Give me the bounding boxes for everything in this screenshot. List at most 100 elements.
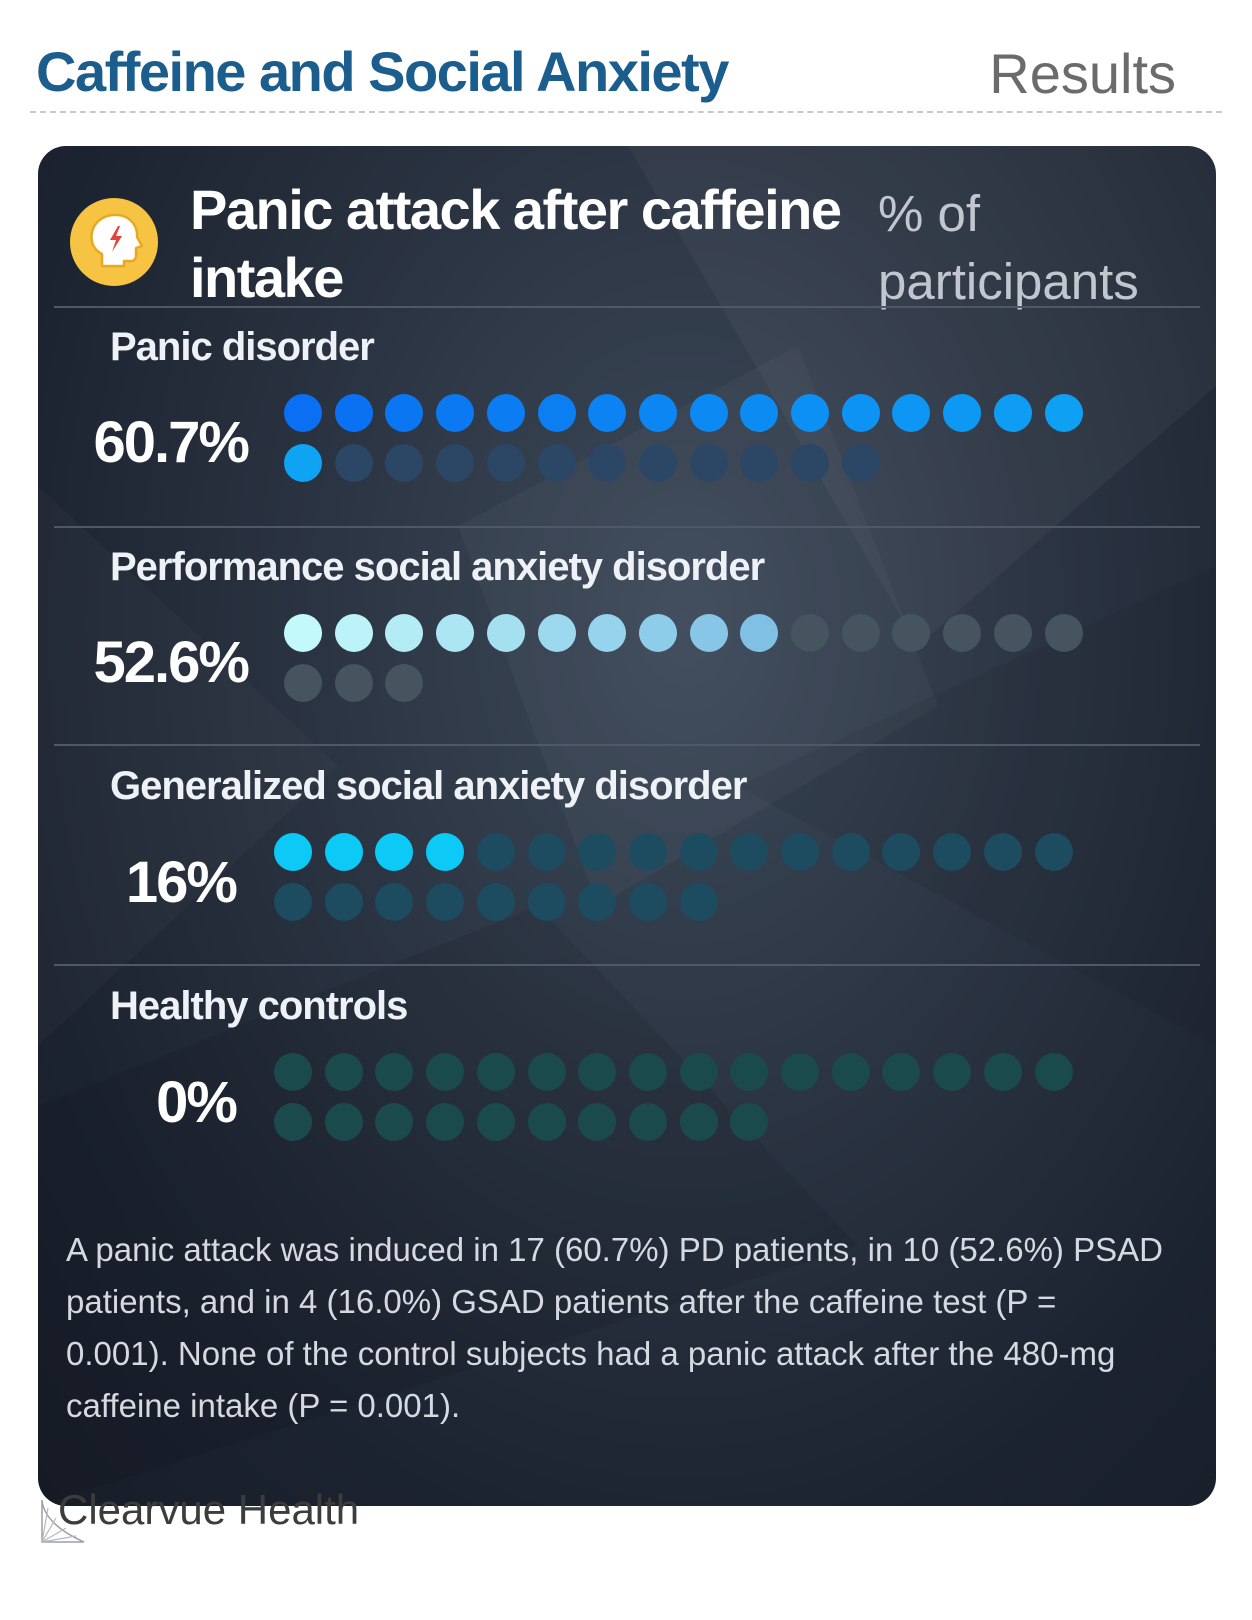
dot-empty (679, 1103, 718, 1141)
dot-filled (334, 614, 373, 652)
dot-empty (679, 883, 718, 921)
dot-row-panic (284, 394, 1144, 504)
dot-empty (527, 833, 566, 871)
dot-empty (426, 883, 465, 921)
dot-empty (831, 1053, 870, 1091)
dot-filled (284, 444, 322, 482)
dot-empty (334, 664, 373, 702)
dot-empty (730, 1103, 769, 1141)
dot-empty (628, 1103, 667, 1141)
dot-empty (679, 1053, 718, 1091)
dot-filled (537, 394, 576, 432)
dot-filled (274, 833, 312, 871)
group-value-gsad: 16% (125, 850, 238, 915)
dot-row-psad (284, 614, 1144, 724)
dot-empty (983, 833, 1022, 871)
dot-empty (831, 833, 870, 871)
clearvue-logo-icon (41, 1499, 85, 1543)
dot-empty (486, 444, 525, 482)
dot-empty (841, 614, 880, 652)
dot-empty (628, 883, 667, 921)
divider (54, 526, 1200, 528)
dot-filled (486, 614, 525, 652)
dot-empty (578, 1053, 617, 1091)
dot-empty (679, 833, 718, 871)
dot-empty (375, 1053, 414, 1091)
dot-empty (1034, 1053, 1073, 1091)
dot-filled (426, 833, 465, 871)
dot-empty (436, 444, 475, 482)
dot-empty (1044, 614, 1083, 652)
dot-empty (537, 444, 576, 482)
dot-empty (628, 1053, 667, 1091)
dot-filled (791, 394, 829, 432)
dot-empty (993, 614, 1032, 652)
dot-empty (578, 833, 617, 871)
dot-empty (527, 883, 566, 921)
dot-empty (933, 833, 972, 871)
dot-filled (740, 614, 779, 652)
dot-empty (385, 444, 424, 482)
dot-row-controls (274, 1053, 1134, 1163)
dot-empty (324, 1103, 363, 1141)
section-label: Results (989, 42, 1176, 105)
dot-row-gsad (274, 833, 1134, 943)
group-label-controls: Healthy controls (110, 984, 408, 1028)
brand-name: Clearvue Health (58, 1486, 360, 1533)
dot-filled (436, 394, 475, 432)
group-label-gsad: Generalized social anxiety disorder (110, 764, 747, 808)
header-divider (30, 111, 1222, 113)
dot-empty (791, 614, 829, 652)
card-unit-label: % of participants (878, 185, 1139, 310)
dot-empty (781, 1053, 819, 1091)
dot-filled (993, 394, 1032, 432)
dot-empty (882, 833, 921, 871)
dot-empty (527, 1103, 566, 1141)
dot-empty (892, 614, 931, 652)
dot-empty (740, 444, 779, 482)
divider (54, 306, 1200, 308)
dot-empty (983, 1053, 1022, 1091)
dot-empty (730, 833, 769, 871)
results-card: Panic attack after caffeine intake % of … (38, 146, 1216, 1506)
dot-filled (638, 614, 677, 652)
dot-filled (689, 614, 728, 652)
dot-empty (274, 1103, 312, 1141)
divider (54, 964, 1200, 966)
dot-filled (284, 394, 322, 432)
dot-empty (375, 1103, 414, 1141)
dot-empty (324, 1053, 363, 1091)
dot-filled (375, 833, 414, 871)
dot-empty (638, 444, 677, 482)
dot-filled (588, 394, 627, 432)
page-title: Caffeine and Social Anxiety (36, 40, 729, 103)
dot-empty (375, 883, 414, 921)
group-label-psad: Performance social anxiety disorder (110, 545, 765, 589)
dot-filled (385, 394, 424, 432)
dot-empty (385, 664, 424, 702)
dot-empty (527, 1053, 566, 1091)
dot-empty (578, 883, 617, 921)
head-lightning-icon (70, 198, 158, 286)
dot-empty (476, 833, 515, 871)
dot-empty (426, 1053, 465, 1091)
dot-filled (537, 614, 576, 652)
dot-empty (334, 444, 373, 482)
dot-empty (588, 444, 627, 482)
dot-empty (476, 883, 515, 921)
dot-empty (324, 883, 363, 921)
group-value-controls: 0% (156, 1070, 238, 1135)
footnote: A panic attack was induced in 17 (60.7%)… (66, 1231, 1163, 1424)
dot-empty (933, 1053, 972, 1091)
dot-filled (284, 614, 322, 652)
dot-filled (324, 833, 363, 871)
dot-filled (334, 394, 373, 432)
dot-filled (689, 394, 728, 432)
dot-empty (628, 833, 667, 871)
dot-filled (486, 394, 525, 432)
card-title: Panic attack after caffeine intake (190, 178, 842, 309)
dot-empty (689, 444, 728, 482)
dot-empty (578, 1103, 617, 1141)
dot-empty (1034, 833, 1073, 871)
dot-empty (781, 833, 819, 871)
